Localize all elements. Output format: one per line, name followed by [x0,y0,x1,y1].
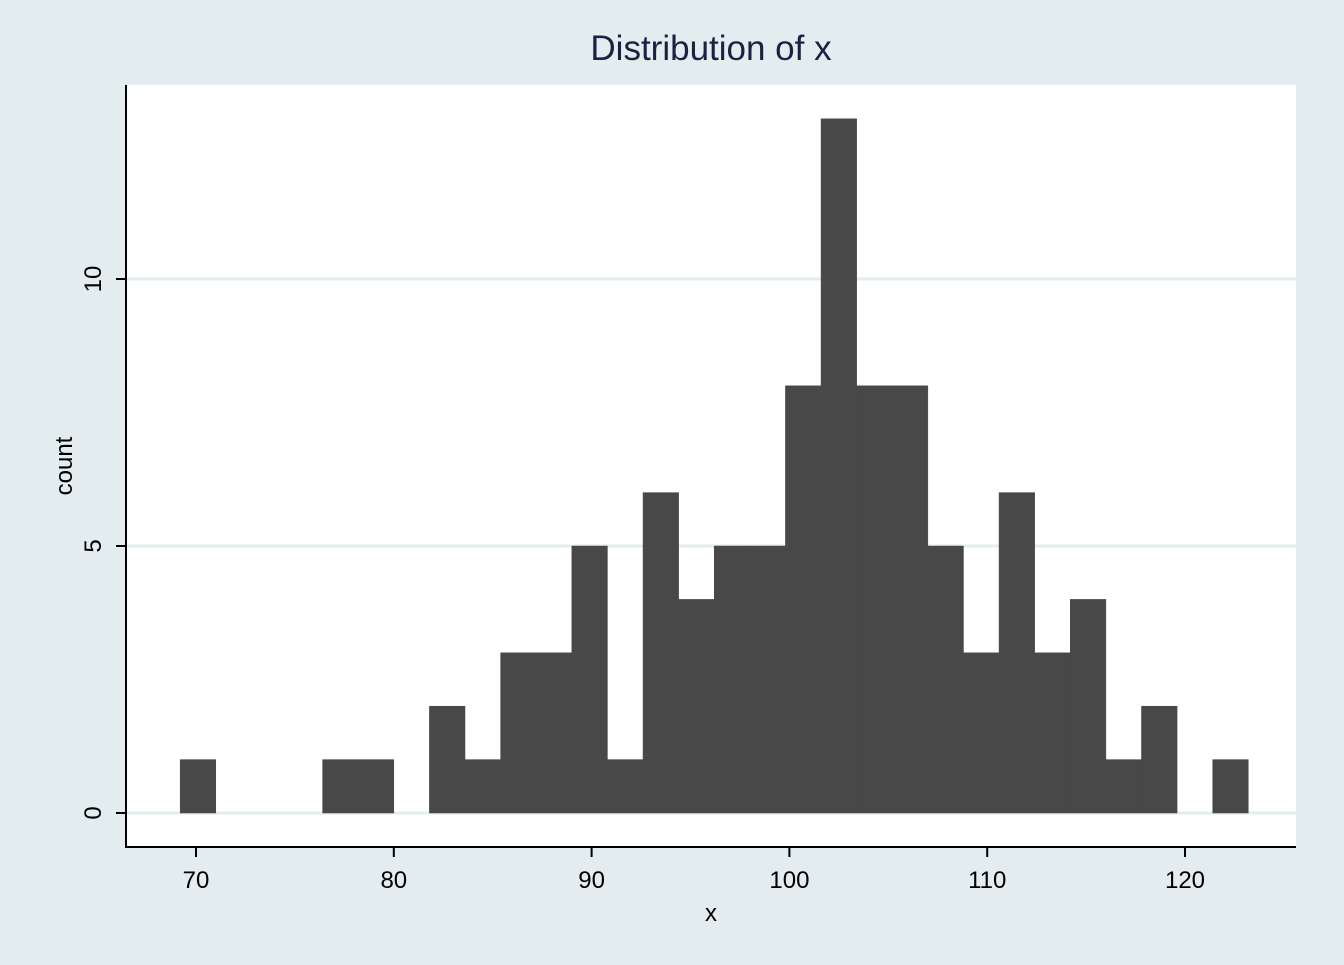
x-axis-label: x [705,900,717,927]
x-tick-label: 90 [578,867,605,894]
x-tick-label: 100 [769,867,809,894]
histogram-bar [571,545,608,814]
histogram-bar [1070,599,1107,814]
histogram-bar [963,652,1000,814]
histogram-bar [749,545,786,814]
histogram-bar [713,545,751,814]
histogram-bar [500,652,537,814]
x-tick-label: 80 [380,867,407,894]
histogram-bar [322,759,359,814]
histogram-bar [429,705,466,814]
histogram-bar [998,492,1035,814]
tick-labels: 70 80 90 100 110 120 0 5 10 [80,266,1205,894]
y-axis-label: count [51,436,78,495]
histogram-bar [357,759,395,814]
histogram-bars [179,118,1249,814]
y-tick-label: 5 [80,539,107,552]
y-tick-label: 10 [80,266,107,293]
histogram-bar [464,759,501,814]
histogram-bar [1141,705,1178,814]
histogram-bar [642,492,679,814]
histogram-bar [1212,759,1249,814]
x-tick-label: 120 [1165,867,1205,894]
histogram-bar [856,385,893,814]
histogram-bar [927,545,964,814]
histogram-bar [1105,759,1142,814]
histogram-bar [535,652,573,814]
y-tick-label: 0 [80,806,107,819]
histogram-bar [1034,652,1071,814]
histogram-bar [820,118,857,814]
histogram-bar [607,759,644,814]
chart-title: Distribution of x [590,29,832,68]
axes [116,85,1296,857]
x-tick-label: 110 [968,867,1006,894]
x-tick-label: 70 [183,867,210,894]
histogram-bar [179,759,217,814]
histogram-bar [785,385,822,814]
histogram-bar [678,599,715,814]
histogram-bar [892,385,929,814]
